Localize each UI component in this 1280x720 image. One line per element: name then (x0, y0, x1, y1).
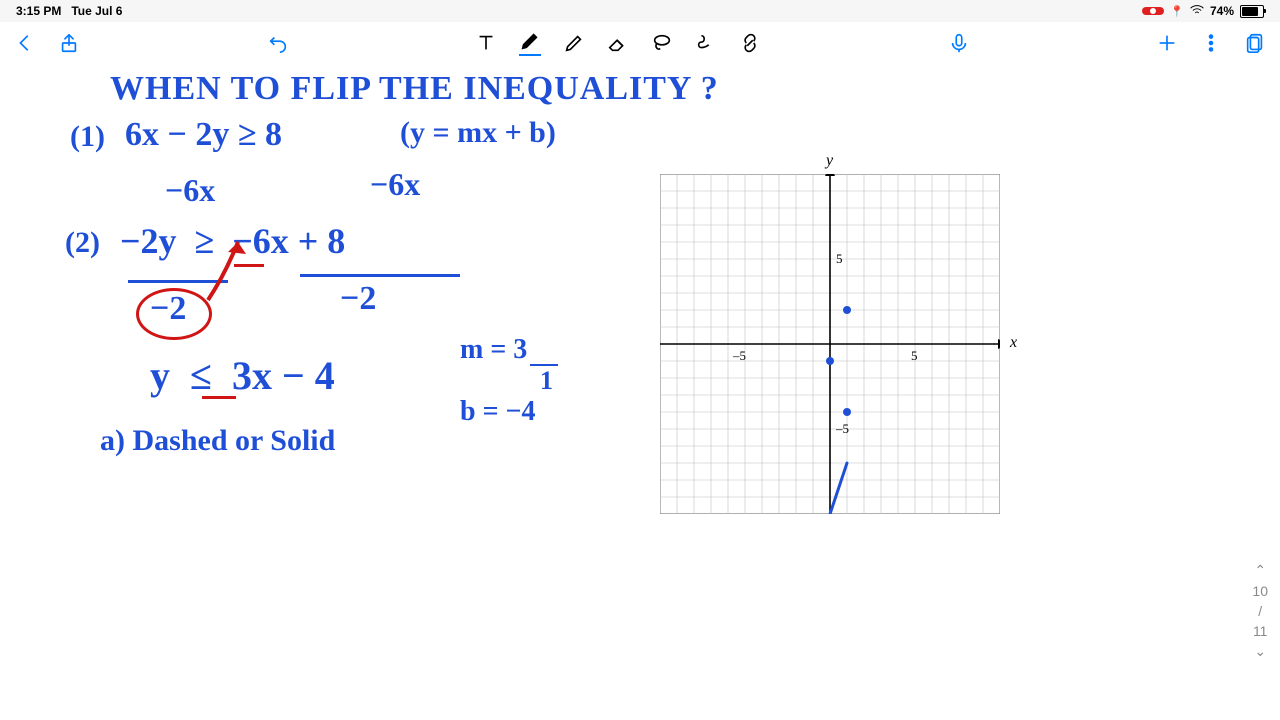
slope-denom: 1 (540, 366, 553, 396)
share-button[interactable] (58, 32, 80, 54)
svg-text:5: 5 (836, 251, 843, 266)
more-button[interactable] (1200, 32, 1222, 54)
slope-intercept-form: (y = mx + b) (400, 116, 556, 150)
status-time: 3:15 PM (16, 4, 61, 18)
intercept-value: b = −4 (460, 396, 535, 428)
shape-tool-icon[interactable] (695, 32, 717, 54)
text-tool-icon[interactable] (475, 32, 497, 54)
wifi-icon (1190, 4, 1204, 18)
status-date: Tue Jul 6 (71, 4, 122, 18)
undo-button[interactable] (267, 32, 289, 54)
battery-percent: 74% (1210, 4, 1234, 18)
screen-record-pill[interactable] (1142, 7, 1164, 15)
status-bar: 3:15 PM Tue Jul 6 📍 74% (0, 0, 1280, 22)
lasso-tool-icon[interactable] (651, 32, 673, 54)
microphone-button[interactable] (948, 32, 970, 54)
highlighter-tool-icon[interactable] (563, 32, 585, 54)
svg-text:5: 5 (911, 348, 918, 363)
page-total: 11 (1253, 623, 1268, 639)
coordinate-grid: –5 5 –5 5 (660, 174, 1000, 514)
note-title: WHEN TO FLIP THE INEQUALITY ? (110, 70, 719, 108)
battery-icon (1240, 5, 1264, 18)
divide-bar-right (300, 274, 460, 277)
svg-text:–5: –5 (732, 348, 746, 363)
y-axis-label: y (826, 152, 833, 170)
question-a: a) Dashed or Solid (100, 424, 335, 458)
link-tool-icon[interactable] (739, 32, 761, 54)
add-button[interactable] (1156, 32, 1178, 54)
back-button[interactable] (14, 32, 36, 54)
slope-value: m = 3 (460, 334, 527, 366)
page-sep: / (1258, 603, 1262, 619)
svg-text:–5: –5 (835, 421, 849, 436)
result-eq: y ≤ 3x − 4 (150, 352, 335, 399)
pages-button[interactable] (1244, 32, 1266, 54)
eraser-tool-icon[interactable] (607, 32, 629, 54)
divide-neg2-right: −2 (340, 280, 376, 318)
note-canvas[interactable]: WHEN TO FLIP THE INEQUALITY ? (1) 6x − 2… (0, 64, 1280, 720)
page-current: 10 (1252, 583, 1268, 599)
app-toolbar (0, 22, 1280, 65)
page-down-icon[interactable]: ⌄ (1254, 643, 1266, 660)
result-inequality-underline (202, 396, 236, 399)
x-axis-label: x (1010, 334, 1017, 352)
page-up-icon[interactable]: ⌃ (1254, 562, 1266, 579)
page-navigator[interactable]: ⌃ 10 / 11 ⌄ (1252, 562, 1268, 660)
subtract-6x-left: −6x (165, 172, 215, 209)
pen-tool-icon[interactable] (519, 30, 541, 56)
step-1-eq: 6x − 2y ≥ 8 (125, 116, 282, 154)
status-right: 📍 74% (1142, 4, 1264, 18)
location-icon: 📍 (1170, 5, 1184, 18)
flip-arrow (200, 232, 260, 304)
step-1-num: (1) (70, 120, 105, 154)
step-2-num: (2) (65, 226, 100, 260)
subtract-6x-right: −6x (370, 166, 420, 203)
